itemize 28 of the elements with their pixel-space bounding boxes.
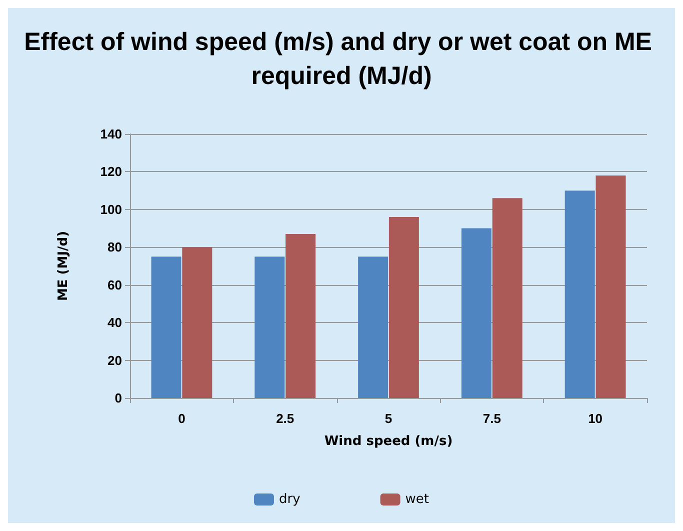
bar xyxy=(461,228,492,398)
x-tick-label: 10 xyxy=(588,411,603,426)
x-tick-label: 2.5 xyxy=(276,411,294,426)
chart-title: Effect of wind speed (m/s) and dry or wet coat on ME required (MJ/d) xyxy=(24,28,659,90)
bar xyxy=(254,256,285,398)
y-tick-label: 140 xyxy=(100,126,122,142)
y-tick-label: 40 xyxy=(108,315,122,330)
legend-label: wet xyxy=(405,492,430,507)
bar xyxy=(286,234,316,398)
bar xyxy=(151,256,182,398)
x-tick-label: 7.5 xyxy=(482,411,501,426)
bar xyxy=(492,198,522,398)
x-axis-title: Wind speed (m/s) xyxy=(324,434,453,449)
legend-label: dry xyxy=(278,492,301,507)
y-axis-title: ME (MJ/d) xyxy=(56,230,71,302)
y-tick-label: 0 xyxy=(114,390,122,406)
bar xyxy=(388,216,419,398)
bar xyxy=(182,247,212,398)
bar xyxy=(564,190,595,398)
y-tick-label: 80 xyxy=(108,240,122,255)
y-tick-label: 60 xyxy=(108,277,122,292)
bar xyxy=(358,256,388,398)
y-tick-label: 20 xyxy=(108,352,122,368)
x-tick-label: 5 xyxy=(384,411,392,426)
x-tick-label: 0 xyxy=(178,411,186,426)
bar xyxy=(596,175,626,398)
y-tick-label: 100 xyxy=(100,202,122,217)
y-tick-label: 120 xyxy=(100,164,122,180)
